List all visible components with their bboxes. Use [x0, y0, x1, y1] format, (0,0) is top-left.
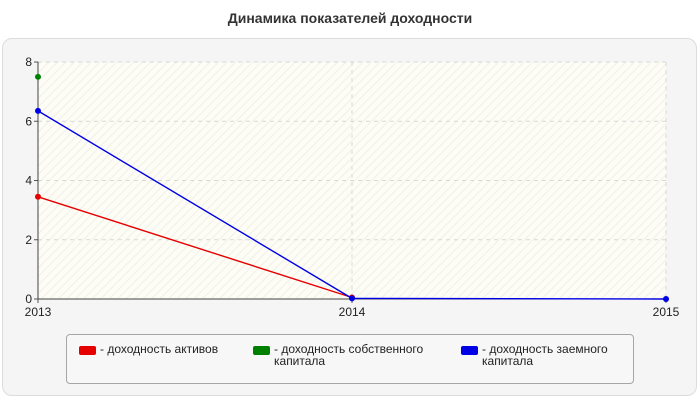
x-tick-label: 2013 [25, 305, 52, 319]
data-point-2[interactable] [35, 107, 41, 114]
data-point-2[interactable] [349, 295, 355, 302]
series-line-0 [37, 196, 353, 299]
y-tick-label: 4 [25, 174, 32, 188]
grid-lines [38, 61, 667, 299]
x-tick-label: 2014 [339, 305, 366, 319]
y-tick-label: 8 [25, 55, 32, 69]
series-lines [35, 73, 669, 302]
legend-item-borrowed[interactable]: - доходность заемного капитала [461, 343, 632, 367]
data-point-2[interactable] [663, 296, 669, 302]
legend-swatch-equity [253, 346, 270, 355]
y-tick-label: 2 [25, 233, 32, 247]
legend: - доходность активов - доходность собств… [66, 334, 634, 384]
legend-item-equity[interactable]: - доходность собственного капитала [253, 343, 424, 367]
legend-label-borrowed: - доходность заемного капитала [482, 342, 608, 368]
y-tick-label: 0 [25, 292, 32, 306]
legend-item-assets[interactable]: - доходность активов [79, 343, 250, 355]
data-point-0[interactable] [35, 193, 41, 200]
data-point-1[interactable] [35, 73, 41, 80]
legend-label-assets: - доходность активов [100, 342, 219, 356]
legend-swatch-borrowed [461, 346, 478, 355]
x-tick-label: 2015 [653, 305, 680, 319]
y-tick-label: 6 [25, 114, 32, 128]
tick-labels: 0 2 4 6 8 2013 2014 2015 [25, 55, 680, 319]
legend-label-equity: - доходность собственного капитала [274, 342, 424, 368]
legend-swatch-assets [79, 346, 96, 355]
chart-title: Динамика показателей доходности [227, 10, 473, 26]
